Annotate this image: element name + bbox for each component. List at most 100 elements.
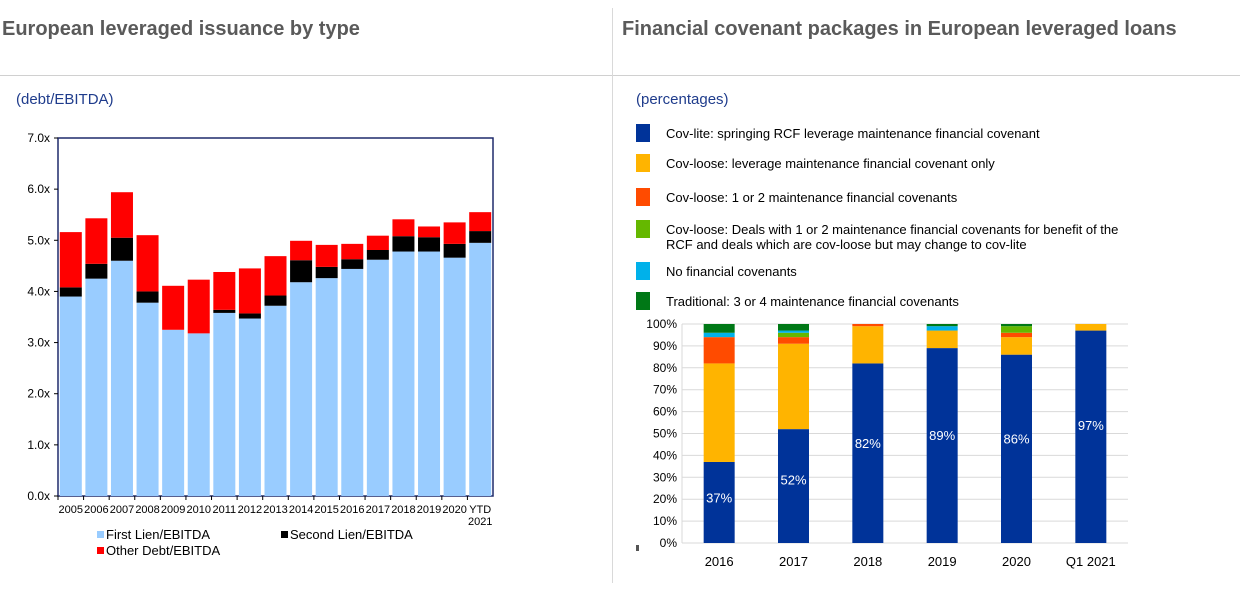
- bar-segment: [162, 329, 185, 496]
- y-tick-label: 30%: [653, 470, 677, 484]
- bar-segment: [341, 243, 364, 260]
- bar-segment: [778, 332, 809, 338]
- legend-label: Second Lien/EBITDA: [290, 527, 413, 542]
- data-label: 97%: [1078, 418, 1104, 433]
- x-tick-label: 2010: [186, 504, 210, 516]
- bar-segment: [443, 243, 466, 258]
- legend-swatch: [97, 531, 104, 538]
- bar-segment: [290, 260, 313, 283]
- bar-segment: [85, 278, 108, 496]
- data-label: 37%: [706, 490, 732, 505]
- bar-segment: [443, 257, 466, 496]
- x-tick-label: 2007: [110, 504, 134, 516]
- y-tick-label: 3.0x: [27, 336, 50, 350]
- bar-segment: [315, 278, 338, 496]
- bar-segment: [341, 268, 364, 496]
- y-tick-label: 7.0x: [27, 131, 50, 145]
- bar-segment: [341, 259, 364, 269]
- data-label: 82%: [855, 436, 881, 451]
- x-tick-label: Q1 2021: [1066, 554, 1116, 569]
- leverage-issuance-chart: 0.0x 1.0x 2.0x 3.0x 4.0x 5.0x 6.0x 7.0x 2005 2006…: [27, 131, 494, 558]
- bar-segment: [778, 324, 809, 331]
- bar-segment: [213, 309, 236, 313]
- y-tick-label: 50%: [653, 427, 677, 441]
- x-tick-label: 2019: [928, 554, 957, 569]
- bar-segment: [703, 324, 735, 333]
- bar-segment: [1001, 337, 1032, 355]
- bar-segment: [418, 237, 441, 252]
- x-tick-label: 2018: [391, 504, 415, 516]
- bar-segment: [315, 244, 338, 267]
- x-tick-label: 2017: [366, 504, 390, 516]
- bar-segment: [110, 260, 133, 496]
- x-tick-label: 2005: [59, 504, 83, 516]
- x-tick-label: 2013: [263, 504, 287, 516]
- y-tick-label: 90%: [653, 339, 677, 353]
- x-tick-label: 2015: [314, 504, 338, 516]
- y-tick-label: 70%: [653, 383, 677, 397]
- legend-swatch: [636, 188, 650, 206]
- bar-segment: [1001, 326, 1032, 333]
- legend-swatch: [636, 220, 650, 238]
- bar-segment: [1001, 354, 1032, 543]
- bar-segment: [136, 235, 159, 292]
- x-tick-label: 2016: [705, 554, 734, 569]
- bar-segment: [703, 332, 735, 338]
- x-tick-label: 2011: [212, 504, 236, 516]
- bar-segment: [238, 313, 261, 319]
- bar-segment: [366, 250, 389, 260]
- bar-segment: [392, 236, 415, 252]
- y-tick-label: 4.0x: [27, 284, 50, 298]
- bar-segment: [778, 343, 809, 430]
- bar-segment: [85, 263, 108, 279]
- bar-segment: [778, 429, 809, 543]
- y-tick-label: 6.0x: [27, 182, 50, 196]
- y-tick-label: 0.0x: [27, 489, 50, 503]
- legend-label: Cov-lite: springing RCF leverage mainten…: [666, 126, 1040, 141]
- y-tick-label: 10%: [653, 514, 677, 528]
- bar-segment: [59, 287, 82, 297]
- bar-segment: [1075, 324, 1107, 331]
- bar-segment: [187, 279, 210, 334]
- bar-segment: [926, 348, 958, 543]
- legend-swatch: [97, 547, 104, 554]
- legend-label: Cov-loose: leverage maintenance financia…: [666, 156, 995, 171]
- footnote-marker: [636, 545, 639, 551]
- legend-swatch: [636, 154, 650, 172]
- covenant-packages-chart: 0% 10% 20% 30% 40% 50% 60% 70% 80% 90% 100% 37% 2016…: [646, 317, 1128, 569]
- left-title-divider: [0, 75, 612, 76]
- bar-segment: [59, 296, 82, 496]
- x-tick-label: 2021: [468, 516, 492, 528]
- bar-segment: [290, 240, 313, 261]
- bar-segment: [264, 256, 287, 296]
- right-title-divider: [613, 75, 1240, 76]
- legend-label: Cov-loose: Deals with 1 or 2 maintenance…: [666, 222, 1119, 252]
- legend-label: First Lien/EBITDA: [106, 527, 210, 542]
- bar-segment: [418, 251, 441, 496]
- bar-segment: [110, 237, 133, 261]
- bar-segment: [264, 295, 287, 306]
- legend-label: Traditional: 3 or 4 maintenance financia…: [666, 294, 959, 309]
- data-label: 89%: [929, 428, 955, 443]
- x-tick-label: 2014: [289, 504, 313, 516]
- y-tick-label: 1.0x: [27, 438, 50, 452]
- bar-segment: [392, 219, 415, 237]
- bar-segment: [703, 363, 735, 462]
- left-chart-unit: (debt/EBITDA): [16, 91, 114, 108]
- bar-segment: [264, 305, 287, 496]
- bar-segment: [443, 222, 466, 244]
- bar-segment: [290, 282, 313, 496]
- x-tick-label: 2018: [853, 554, 882, 569]
- legend-label: No financial covenants: [666, 264, 797, 279]
- bar-segment: [1001, 332, 1032, 338]
- x-tick-label: YTD: [469, 504, 491, 516]
- bar-segment: [315, 266, 338, 279]
- x-tick-label: 2017: [779, 554, 808, 569]
- bar-segment: [85, 218, 108, 264]
- bar-segment: [469, 231, 492, 243]
- bar-segment: [1075, 330, 1107, 543]
- bar-segment: [469, 212, 492, 232]
- y-tick-label: 20%: [653, 492, 677, 506]
- bar-segment: [703, 337, 735, 364]
- bar-segment: [187, 333, 210, 496]
